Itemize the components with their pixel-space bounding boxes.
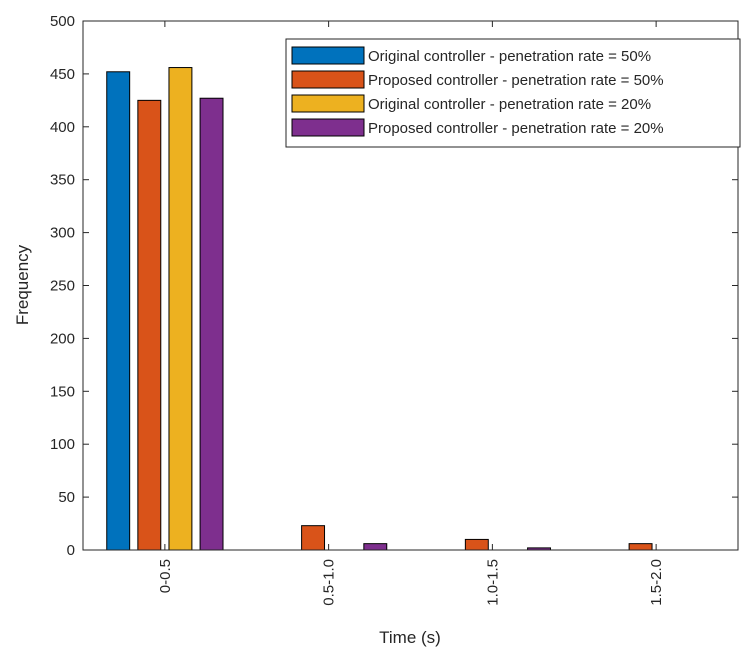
bar-3-0-0.5 — [168, 67, 193, 551]
y-tick-label: 200 — [50, 330, 75, 347]
y-tick-label: 50 — [58, 489, 75, 506]
bar-2-1.0-1.5 — [464, 538, 489, 551]
y-tick-label: 250 — [50, 278, 75, 295]
legend: Original controller - penetration rate =… — [285, 38, 741, 148]
x-tick-label: 1.0-1.5 — [484, 559, 501, 606]
plot-frame — [82, 20, 739, 551]
x-tick-label: 0.5-1.0 — [321, 559, 338, 606]
legend-swatch — [291, 70, 365, 89]
legend-swatch — [291, 118, 365, 137]
bar-4-0.5-1.0 — [363, 543, 388, 551]
x-axis-title: Time (s) — [379, 628, 441, 647]
x-axis: 0-0.5 0.5-1.0 1.0-1.5 1.5-2.0 — [157, 21, 665, 606]
y-tick-label: 150 — [50, 383, 75, 400]
legend-swatch — [291, 46, 365, 65]
bar-1-0-0.5 — [106, 71, 131, 551]
x-tick-label: 1.5-2.0 — [648, 559, 665, 606]
x-tick-label: 0-0.5 — [157, 559, 174, 593]
y-tick-label: 350 — [50, 172, 75, 189]
legend-label: Proposed controller - penetration rate =… — [368, 120, 664, 137]
bar-4-0-0.5 — [199, 97, 224, 551]
legend-swatch — [291, 94, 365, 113]
bars-group — [106, 67, 653, 551]
bar-2-0.5-1.0 — [301, 525, 326, 551]
y-tick-label: 500 — [50, 13, 75, 30]
legend-label: Original controller - penetration rate =… — [368, 48, 651, 65]
y-tick-label: 300 — [50, 225, 75, 242]
y-tick-label: 0 — [67, 542, 75, 559]
y-tick-label: 450 — [50, 66, 75, 83]
y-axis: 0 50 100 150 200 250 300 350 400 450 500 — [50, 13, 738, 559]
legend-label: Proposed controller - penetration rate =… — [368, 72, 664, 89]
bar-2-1.5-2.0 — [628, 543, 653, 551]
y-axis-title: Frequency — [13, 244, 32, 325]
bar-2-0-0.5 — [137, 99, 162, 551]
y-tick-label: 400 — [50, 119, 75, 136]
y-tick-label: 100 — [50, 436, 75, 453]
legend-label: Original controller - penetration rate =… — [368, 96, 651, 113]
